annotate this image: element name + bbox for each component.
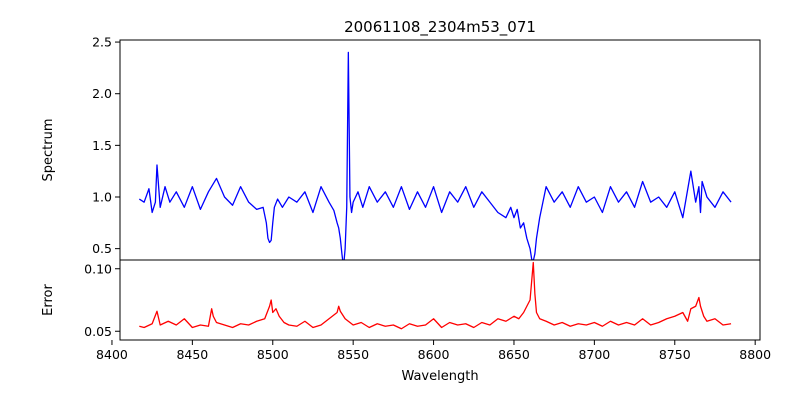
x-tick-label: 8450 <box>176 347 208 362</box>
x-tick-label: 8400 <box>96 347 128 362</box>
chart-title: 20061108_2304m53_071 <box>344 18 536 37</box>
spectrum-y-tick-label: 2.0 <box>92 86 112 101</box>
x-tick-label: 8650 <box>498 347 530 362</box>
spectrum-y-axis-title: Spectrum <box>41 119 56 182</box>
error-y-ticks: 0.05 0.10 <box>84 261 120 339</box>
x-axis-title: Wavelength <box>401 369 478 384</box>
spectrum-line <box>138 51 732 268</box>
error-plot-frame <box>119 259 761 341</box>
error-y-axis-title: Error <box>41 284 56 316</box>
error-line <box>139 261 732 330</box>
x-tick-label: 8800 <box>739 347 771 362</box>
error-y-tick-label: 0.10 <box>84 261 112 276</box>
x-tick-label: 8600 <box>418 347 450 362</box>
spectrum-y-tick-label: 2.5 <box>92 35 112 50</box>
spectrum-panel: 0.5 1.0 1.5 2.0 2.5 Spectrum <box>41 35 761 268</box>
spectrum-y-tick-label: 1.5 <box>92 138 112 153</box>
spectrum-y-ticks: 0.5 1.0 1.5 2.0 2.5 <box>92 35 120 256</box>
spectrum-y-tick-label: 1.0 <box>92 189 112 204</box>
error-y-tick-label: 0.05 <box>84 324 112 339</box>
x-tick-label: 8700 <box>578 347 610 362</box>
x-tick-label: 8550 <box>337 347 369 362</box>
spectrum-plot-frame <box>119 39 761 261</box>
x-tick-label: 8750 <box>659 347 691 362</box>
x-axis-ticks: 8400 8450 8500 8550 8600 8650 8700 8750 8800 <box>96 340 771 362</box>
spectrum-y-tick-label: 0.5 <box>92 241 112 256</box>
error-panel: 0.05 0.10 Error <box>41 259 761 341</box>
x-tick-label: 8500 <box>257 347 289 362</box>
